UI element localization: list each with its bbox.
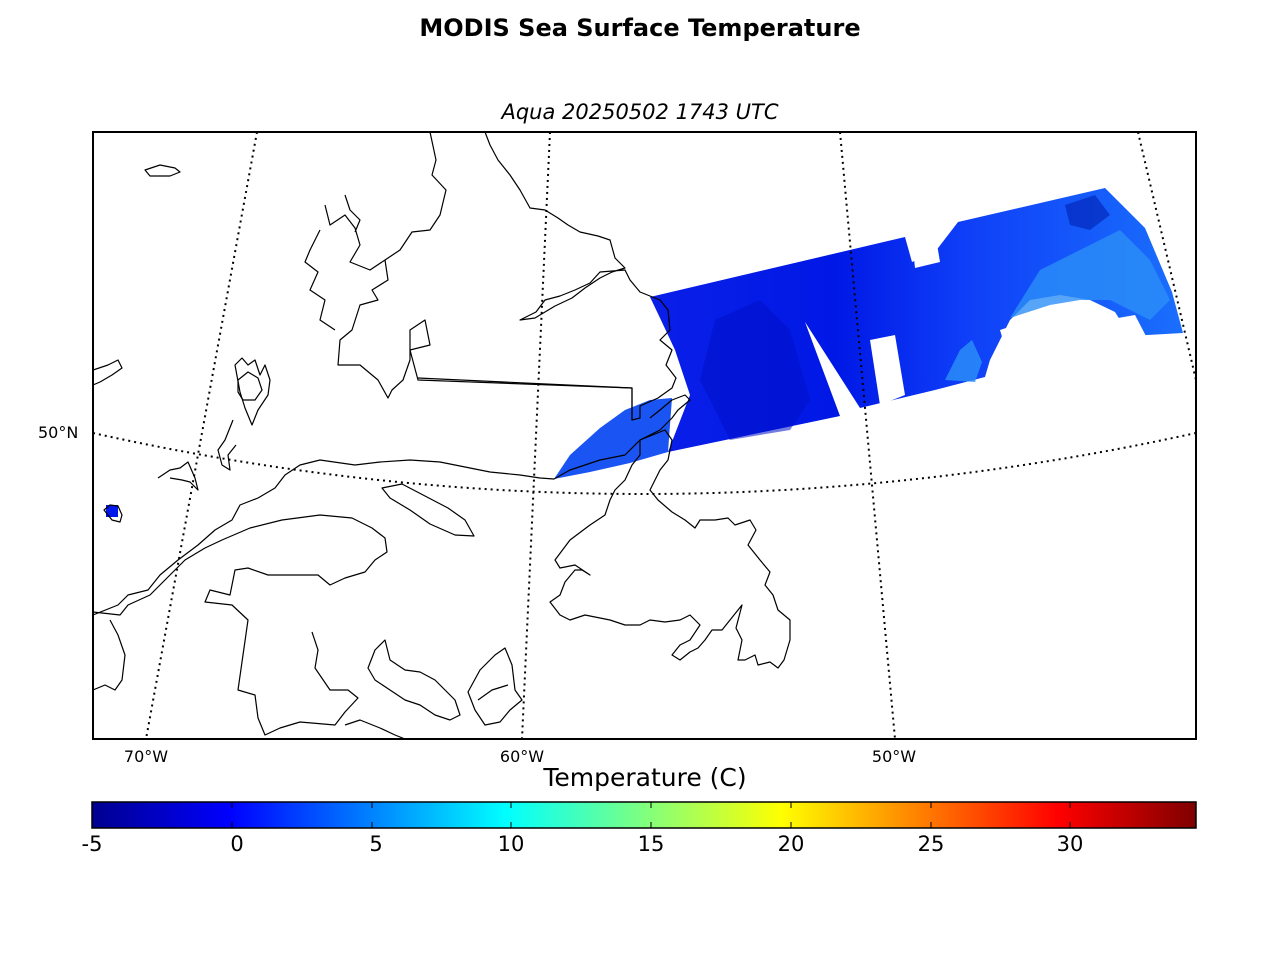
colorbar-tick-label: 20 [777,832,805,856]
coast-ungava [304,194,386,331]
colorbar-tick-label: -5 [81,832,103,856]
sst-warm-patch-east [1010,230,1170,320]
coast-gaspe [93,619,126,691]
meridian-60w [521,132,551,739]
colorbar-tick-label: 5 [369,832,383,856]
meridian-50w [839,132,896,739]
colorbar-tick-label: 30 [1056,832,1084,856]
cloud-gap-1 [912,232,940,268]
coast-small-island [103,504,123,523]
cloud-gap-4 [1000,325,1022,350]
coast-gulf-of-st-lawrence-north [93,394,691,616]
colorbar-tick-label: 25 [917,832,945,856]
coast-nova-scotia [344,639,461,739]
coast-lake-2 [237,371,263,401]
coast-labrador [337,132,677,421]
graticule [93,132,1196,739]
lon-label-60w: 60°W [499,747,545,766]
sst-warm-patch-small [945,340,982,382]
figure-subtitle: Aqua 20250502 1743 UTC [501,100,779,124]
meridian-40w [1137,132,1196,381]
cloud-gap-3 [1118,315,1148,342]
sst-isolated-pixel [106,505,118,517]
map-frame [92,131,1197,740]
coast-inland-1 [217,419,237,471]
figure-title: MODIS Sea Surface Temperature [419,14,861,42]
sst-swath [106,188,1183,517]
lon-label-70w: 70°W [123,747,169,766]
coast-quebec-north-shore [93,514,388,736]
colorbar-tick-label: 0 [230,832,244,856]
sst-cold-patch-ne [1065,195,1110,230]
coast-inland-2 [157,461,199,491]
cloud-gap-2 [870,335,905,405]
lon-label-50w: 50°W [871,747,917,766]
colorbar [91,801,1197,829]
colorbar-tick-marks [91,802,1071,828]
coast-west-edge [93,359,123,386]
colorbar-tick-label: 10 [497,832,525,856]
coast-anticosti [381,483,475,537]
coastlines [93,132,791,739]
coast-newfoundland [549,429,791,669]
colorbar-tick-label: 15 [637,832,665,856]
coast-lake-1 [144,164,181,177]
sst-cold-band [700,300,810,440]
lat-label-50n: 50°N [38,423,79,442]
coast-cape-breton [467,647,523,726]
meridian-70w [145,132,258,739]
coast-inland-3 [234,357,271,426]
border-labrador-quebec [417,377,633,420]
sst-swath-gulf [554,398,672,479]
parallel-50n [93,432,1196,495]
colorbar-title: Temperature (C) [543,763,747,792]
